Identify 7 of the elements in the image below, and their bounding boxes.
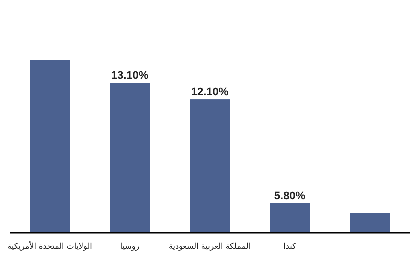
x-tick-label: المملكة العربية السعودية: [168, 242, 252, 251]
data-label: 13.10%: [111, 70, 149, 82]
data-label: 12.10%: [191, 86, 229, 99]
data-label: 5.80%: [274, 190, 306, 202]
x-tick-label: الولايات المتحدة الأمريكية: [8, 241, 92, 251]
x-tick-label: كندا: [284, 242, 297, 251]
x-tick-label: روسيا: [120, 242, 140, 251]
